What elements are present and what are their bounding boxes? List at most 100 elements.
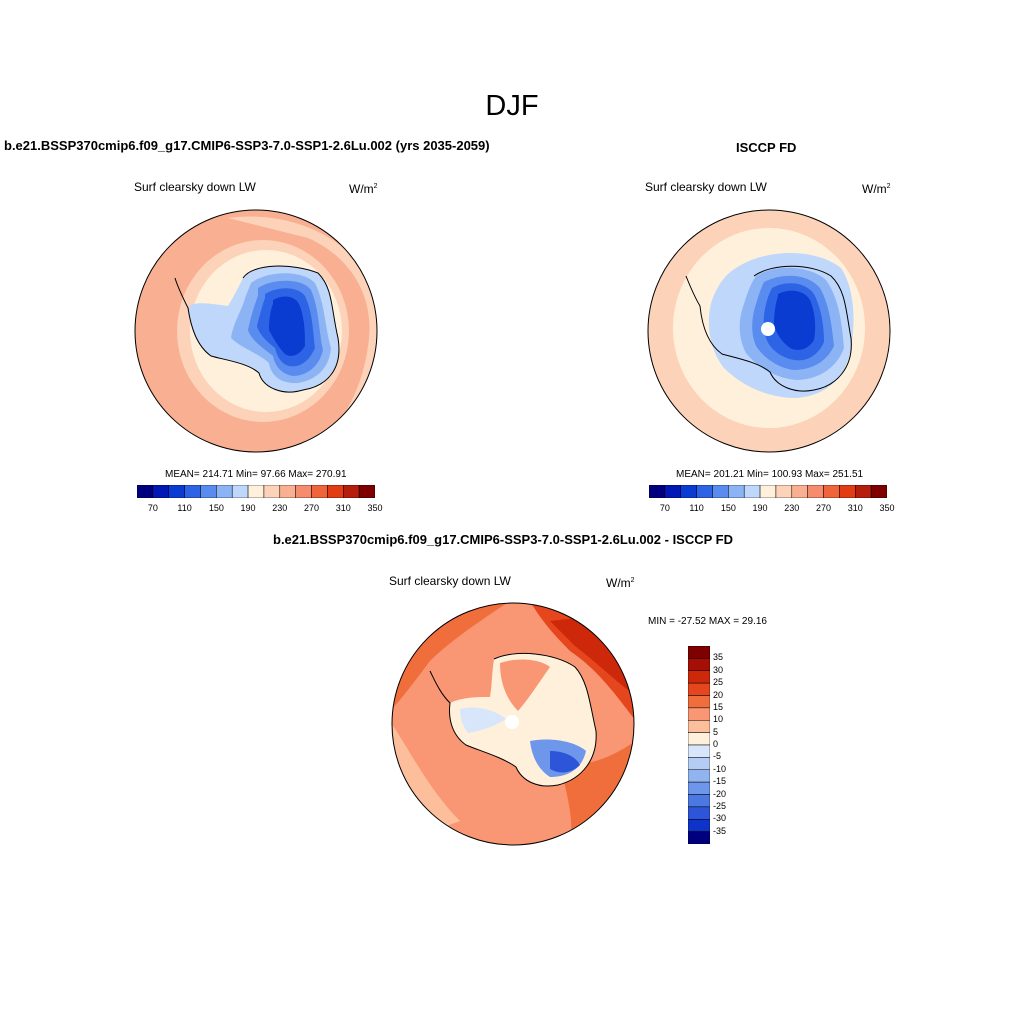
right-colorbar-box xyxy=(759,485,777,498)
diff-stats: MIN = -27.52 MAX = 29.16 xyxy=(648,616,767,627)
left-map-border xyxy=(134,209,378,453)
diff-colorbar-box xyxy=(688,707,710,721)
left-colorbar-box xyxy=(184,485,201,498)
left-colorbar-box xyxy=(231,485,249,498)
right-polar-map xyxy=(647,209,891,453)
right-colorbar-labels: 70 110 150 190 230 270 310 350 xyxy=(649,503,895,517)
diff-colorbar-tick-label: 5 xyxy=(713,726,719,737)
left-colorbar-box xyxy=(311,485,328,498)
right-panel-title: ISCCP FD xyxy=(736,140,797,155)
right-antarctica-core xyxy=(774,290,816,350)
diff-colorbar-box xyxy=(688,670,710,684)
right-colorbar xyxy=(649,485,887,498)
right-colorbar-tick-label: 230 xyxy=(784,503,800,513)
figure-title: DJF xyxy=(485,90,539,122)
diff-pole-hole xyxy=(505,715,519,729)
left-colorbar-box xyxy=(295,485,312,498)
diff-colorbar-box xyxy=(688,646,710,659)
left-colorbar-box xyxy=(152,485,169,498)
diff-units-label: W/m2 xyxy=(606,576,635,590)
right-colorbar-box xyxy=(775,485,793,498)
diff-antarctica-warm xyxy=(500,659,550,711)
diff-colorbar-box xyxy=(688,819,710,832)
right-colorbar-box xyxy=(728,485,745,498)
right-units-label: W/m2 xyxy=(862,182,891,196)
right-stats: MEAN= 201.21 Min= 100.93 Max= 251.51 xyxy=(676,469,864,480)
left-antarctica-core xyxy=(269,296,305,356)
left-units-label: W/m2 xyxy=(349,182,378,196)
diff-colorbar-tick-label: 15 xyxy=(713,701,724,712)
right-variable-label: Surf clearsky down LW xyxy=(645,180,767,194)
diff-colorbar-box xyxy=(688,781,710,795)
diff-colorbar-box xyxy=(688,720,710,733)
diff-colorbar-tick-label: -10 xyxy=(713,763,727,774)
left-coastline xyxy=(174,265,340,393)
right-colorbar-box xyxy=(807,485,824,498)
right-colorbar-tick-label: 190 xyxy=(752,503,768,513)
left-colorbar-tick-label: 110 xyxy=(177,503,192,513)
diff-variable-label: Surf clearsky down LW xyxy=(389,574,511,588)
diff-colorbar-tick-label: -25 xyxy=(713,800,727,811)
left-colorbar-tick-label: 150 xyxy=(208,503,224,513)
diff-antarctica-cool-w xyxy=(460,707,506,733)
right-colorbar-box xyxy=(680,485,697,498)
diff-colorbar-tick-label: -5 xyxy=(713,751,722,762)
right-colorbar-tick-label: 270 xyxy=(816,503,832,513)
diff-colorbar-tick-label: -15 xyxy=(713,776,727,787)
diff-colorbar-tick-label: -30 xyxy=(713,813,727,824)
left-variable-label: Surf clearsky down LW xyxy=(134,180,256,194)
right-pole-hole xyxy=(761,322,775,336)
diff-colorbar xyxy=(688,646,710,844)
left-colorbar-box xyxy=(358,485,375,498)
left-colorbar-box xyxy=(247,485,265,498)
right-map-border xyxy=(647,209,891,453)
left-colorbar-box xyxy=(327,485,344,498)
right-colorbar-tick-label: 70 xyxy=(659,503,670,513)
diff-colorbar-tick-label: 10 xyxy=(713,714,724,725)
right-colorbar-tick-label: 150 xyxy=(720,503,736,513)
diff-colorbar-labels: 35 30 25 20 15 10 5 0 -5 -10 -15 -20 -25 -30 -35 xyxy=(713,646,753,844)
diff-colorbar-tick-label: 35 xyxy=(713,652,724,663)
right-coastline xyxy=(685,265,852,392)
diff-colorbar-box xyxy=(688,732,710,746)
diff-colorbar-box xyxy=(688,744,710,758)
right-colorbar-box xyxy=(823,485,840,498)
diff-colorbar-tick-label: 25 xyxy=(713,677,724,688)
right-colorbar-box xyxy=(649,485,666,498)
diff-colorbar-box xyxy=(688,831,710,844)
diff-colorbar-tick-label: 0 xyxy=(713,739,719,749)
left-colorbar-tick-label: 190 xyxy=(240,503,256,513)
right-colorbar-box xyxy=(791,485,808,498)
diff-colorbar-box xyxy=(688,794,710,808)
right-colorbar-box xyxy=(664,485,681,498)
diff-colorbar-box xyxy=(688,769,710,783)
right-colorbar-box xyxy=(839,485,856,498)
left-colorbar-tick-label: 230 xyxy=(272,503,288,513)
left-colorbar xyxy=(137,485,375,498)
left-colorbar-box xyxy=(263,485,281,498)
diff-colorbar-tick-label: -20 xyxy=(713,788,727,799)
right-colorbar-tick-label: 350 xyxy=(879,503,895,513)
diff-panel-title: b.e21.BSSP370cmip6.f09_g17.CMIP6-SSP3-7.… xyxy=(273,532,734,547)
left-colorbar-box xyxy=(200,485,217,498)
left-colorbar-tick-label: 310 xyxy=(335,503,351,513)
left-colorbar-tick-label: 70 xyxy=(147,503,158,513)
diff-colorbar-tick-label: 30 xyxy=(713,664,724,675)
diff-colorbar-box xyxy=(688,695,710,709)
diff-colorbar-tick-label: -35 xyxy=(713,825,727,836)
left-stats: MEAN= 214.71 Min= 97.66 Max= 270.91 xyxy=(165,469,347,480)
diff-antarctica-cold-core xyxy=(550,751,580,773)
right-colorbar-box xyxy=(743,485,761,498)
diff-map-border xyxy=(391,602,635,846)
left-colorbar-box xyxy=(216,485,233,498)
diff-colorbar-box xyxy=(688,806,710,820)
right-colorbar-box xyxy=(712,485,729,498)
diff-polar-map xyxy=(391,602,635,846)
diff-colorbar-tick-label: 20 xyxy=(713,689,724,700)
right-colorbar-box xyxy=(870,485,887,498)
diff-colorbar-box xyxy=(688,757,710,770)
right-colorbar-box xyxy=(696,485,713,498)
left-colorbar-tick-label: 270 xyxy=(304,503,320,513)
diff-colorbar-box xyxy=(688,682,710,696)
right-colorbar-tick-label: 110 xyxy=(689,503,704,513)
